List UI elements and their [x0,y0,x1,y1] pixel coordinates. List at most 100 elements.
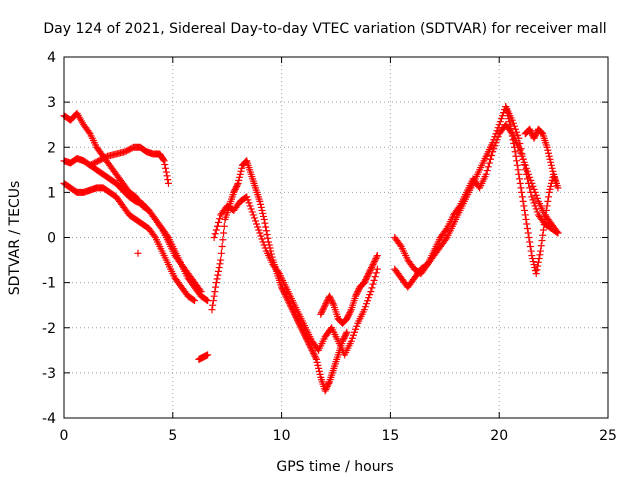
data-point [422,262,430,270]
data-point [527,247,535,255]
data-point [360,306,368,314]
data-point [366,267,374,275]
data-point [231,185,239,193]
data-point [325,379,333,387]
data-point [296,321,304,329]
data-point [353,289,361,297]
data-point [354,288,362,296]
data-point [256,229,264,237]
data-point [523,224,531,232]
data-point [364,297,372,305]
data-point [150,232,158,240]
data-point [371,256,379,264]
data-point [191,297,199,305]
data-point [519,197,527,205]
data-point [348,334,356,342]
data-point [544,146,552,154]
data-point [541,215,549,223]
data-point [486,155,494,163]
data-point [262,223,270,231]
data-point [283,294,291,302]
data-point [488,152,496,160]
data-point [260,241,268,249]
data-point [396,241,404,249]
data-point [251,217,259,225]
data-point [210,292,218,300]
data-point [369,280,377,288]
data-point [317,310,325,318]
data-point [350,328,358,336]
data-point [238,164,246,172]
data-point [529,258,537,266]
data-point [368,262,376,270]
data-point [516,146,524,154]
data-point [483,167,491,175]
data-point [316,370,324,378]
data-point [526,238,534,246]
data-point [512,152,520,160]
data-point [217,256,225,264]
data-point [313,358,321,366]
x-tick-label: 20 [490,428,508,444]
data-point [250,214,258,222]
data-point [328,297,336,305]
data-point [220,229,228,237]
axis-ticks: 0 5 10 15 20 25 -4 -3 -2 -1 0 1 2 3 4 [42,50,617,444]
grid-lines [64,57,608,418]
data-point [362,276,370,284]
data-point [531,133,539,141]
data-point [365,294,373,302]
data-point [509,136,517,144]
data-point [532,130,540,138]
data-point [216,215,224,223]
y-tick-label: -2 [42,321,56,337]
data-point [532,270,540,278]
data-point [300,330,308,338]
data-point [506,121,514,129]
data-point [523,167,531,175]
data-point [285,298,293,306]
data-point [539,226,547,234]
data-point [230,187,238,195]
data-point [318,307,326,315]
data-point [492,139,500,147]
data-point [373,265,381,273]
data-point [549,167,557,175]
data-point [534,262,542,270]
data-point [485,159,493,167]
data-point [219,236,227,244]
data-point [534,258,542,266]
data-point [526,125,534,133]
data-point [543,202,551,210]
data-point [320,303,328,311]
x-tick-label: 15 [381,428,399,444]
data-point [218,243,226,251]
data-point [529,182,537,190]
data-point [517,149,525,157]
y-tick-label: 2 [47,140,56,156]
data-point [550,173,558,181]
data-point [203,296,211,304]
data-point [211,230,219,238]
data-point [345,310,353,318]
data-point [545,188,553,196]
x-tick-label: 0 [60,428,69,444]
data-point [537,128,545,136]
data-point [510,122,518,130]
data-point [524,229,532,237]
data-point [164,176,172,184]
data-point [550,170,558,178]
data-point [372,255,380,263]
data-point [544,197,552,205]
data-point [520,158,528,166]
data-point [85,128,93,136]
data-point [213,275,221,283]
data-point [526,243,534,251]
data-point [526,184,534,192]
data-point [210,234,218,241]
data-point [545,152,553,160]
data-point [482,170,490,178]
data-point [514,131,522,139]
data-point [212,279,220,287]
